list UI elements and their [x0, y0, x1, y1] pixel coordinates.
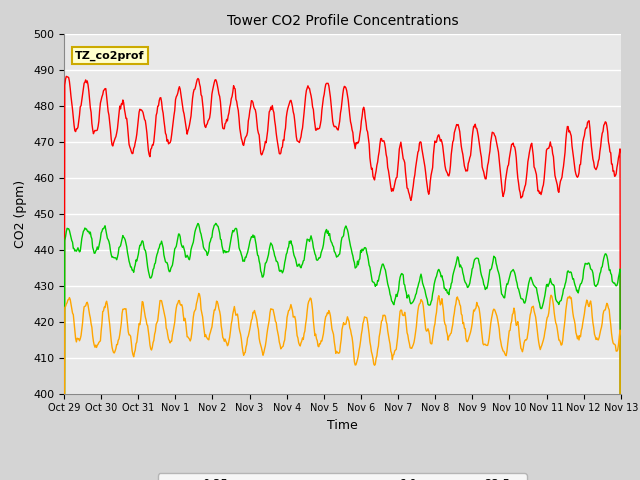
Legend: 0.35m, CO2_P3, 6.0m, 23.5m: 0.35m, CO2_P3, 6.0m, 23.5m: [158, 473, 527, 480]
Title: Tower CO2 Profile Concentrations: Tower CO2 Profile Concentrations: [227, 14, 458, 28]
X-axis label: Time: Time: [327, 419, 358, 432]
Text: TZ_co2prof: TZ_co2prof: [75, 51, 145, 61]
Y-axis label: CO2 (ppm): CO2 (ppm): [15, 180, 28, 248]
